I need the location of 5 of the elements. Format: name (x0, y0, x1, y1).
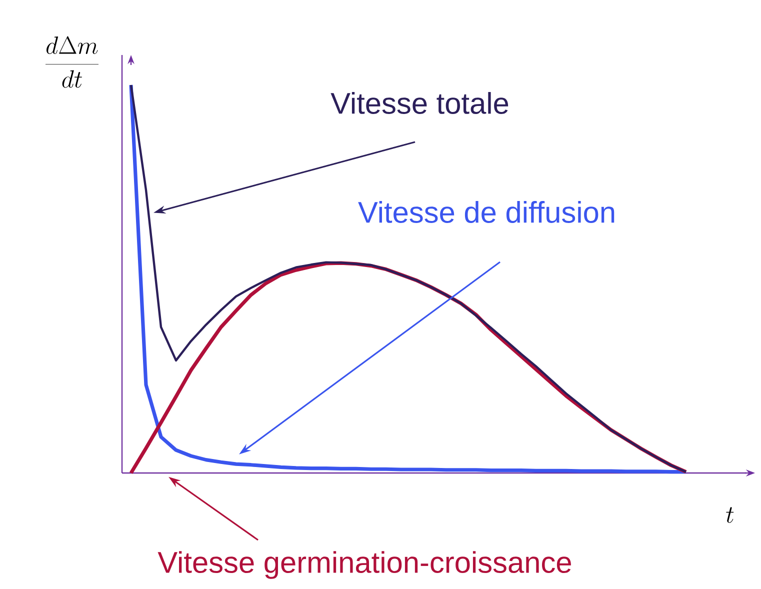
x-axis-title: $t$ (726, 507, 734, 523)
text: Vitesse totale (330, 92, 508, 114)
legend-label: Vitesse germination-croissance (158, 551, 571, 579)
y-axis-title: $\frac{d\Delta m}{dt}$ (46, 36, 98, 88)
text: Vitesse de diffusion (358, 201, 614, 223)
